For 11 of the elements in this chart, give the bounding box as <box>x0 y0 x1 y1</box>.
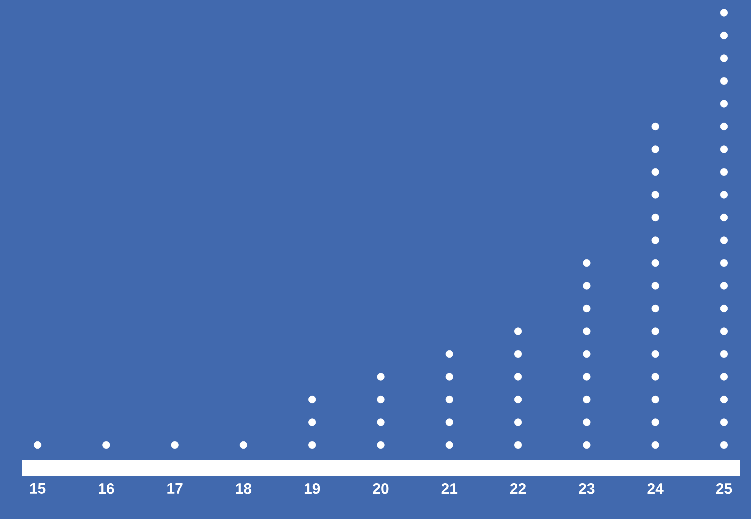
x-tick-label: 17 <box>168 484 183 494</box>
x-tick-label: 18 <box>236 484 252 494</box>
x-tick-label: 16 <box>99 484 114 494</box>
x-tick-label: 24 <box>648 484 664 494</box>
x-tick-label: 21 <box>442 484 458 494</box>
x-tick-label: 20 <box>373 484 389 494</box>
x-tick-label: 25 <box>716 484 732 494</box>
x-tick-label: 22 <box>510 484 526 494</box>
x-tick-label: 23 <box>579 484 595 494</box>
x-tick-label: 19 <box>304 484 320 494</box>
x-tick-label: 15 <box>30 484 46 494</box>
